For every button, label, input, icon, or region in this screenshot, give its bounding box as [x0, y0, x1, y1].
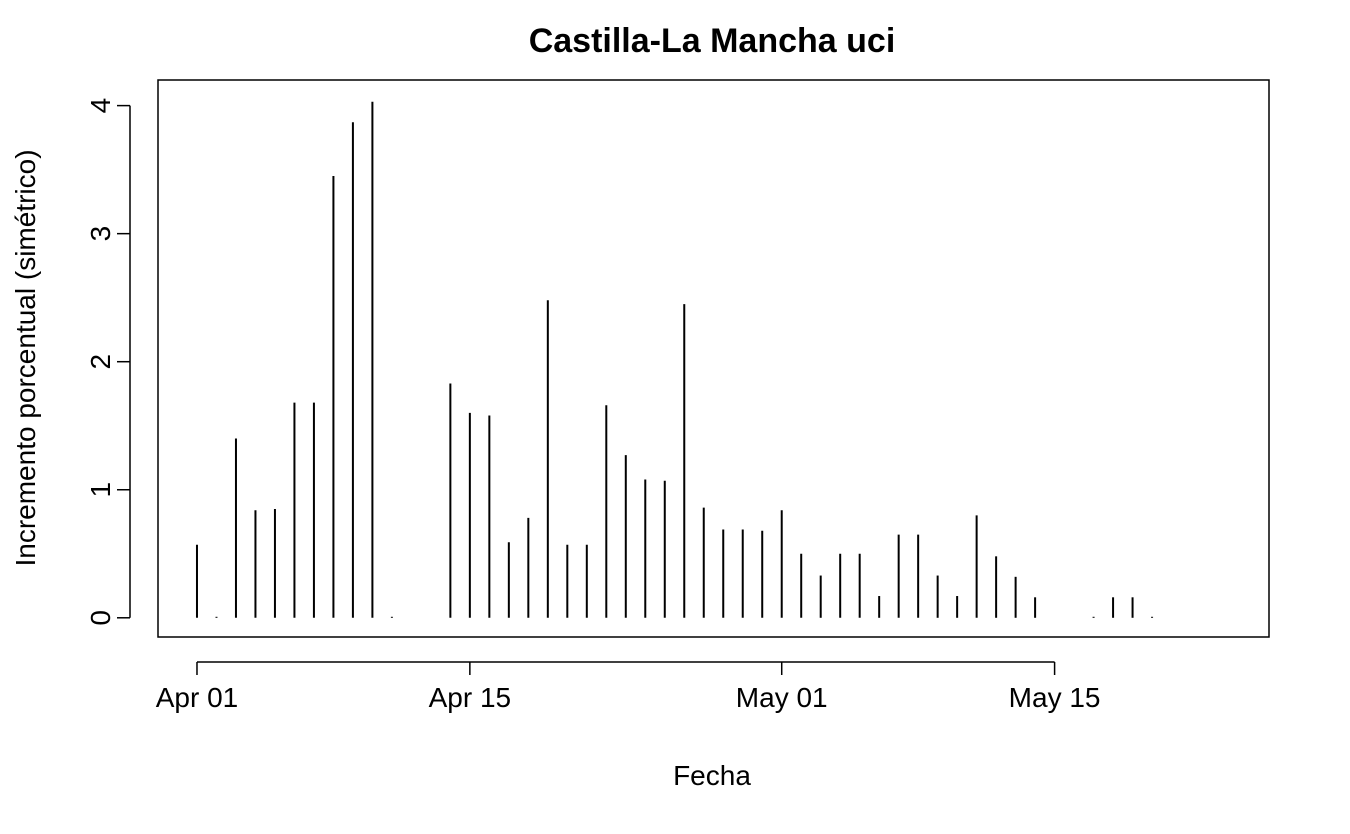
- plot-frame: [157, 79, 1270, 638]
- x-axis: Apr 01 Apr 15 May 01 May 15: [156, 661, 1101, 713]
- y-tick-label: 3: [85, 226, 116, 242]
- x-tick-label: Apr 15: [429, 682, 512, 713]
- y-tick-label: 4: [85, 98, 116, 114]
- x-tick-label: May 15: [1009, 682, 1101, 713]
- bars-group: [195, 101, 1154, 618]
- y-axis-label: Incremento porcentual (simétrico): [10, 149, 41, 566]
- x-tick-label: May 01: [736, 682, 828, 713]
- chart-title: Castilla-La Mancha uci: [529, 22, 896, 60]
- x-axis-label: Fecha: [673, 760, 751, 791]
- y-axis: 0 1 2 3 4: [85, 98, 131, 626]
- y-tick-label: 0: [85, 610, 116, 626]
- y-tick-label: 1: [85, 482, 116, 498]
- y-tick-label: 2: [85, 354, 116, 370]
- x-tick-label: Apr 01: [156, 682, 239, 713]
